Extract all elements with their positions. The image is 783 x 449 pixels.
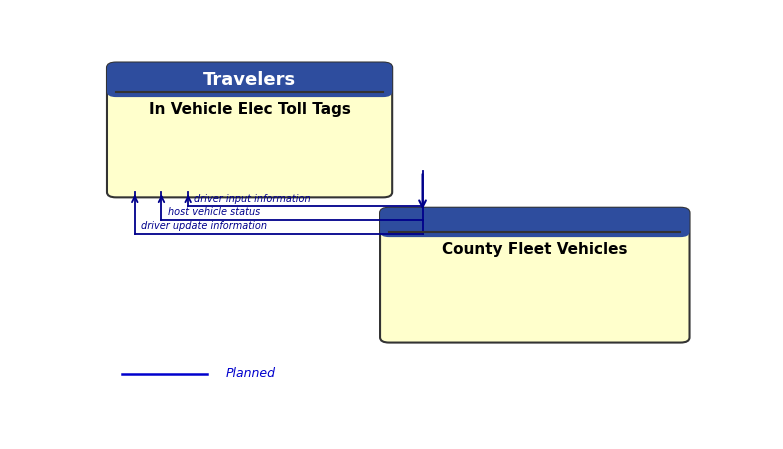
Text: Travelers: Travelers [203, 71, 296, 89]
Text: driver input information: driver input information [194, 194, 311, 203]
Text: Planned: Planned [226, 367, 276, 380]
Text: County Fleet Vehicles: County Fleet Vehicles [442, 242, 627, 257]
FancyBboxPatch shape [380, 208, 690, 343]
FancyBboxPatch shape [107, 62, 392, 97]
FancyBboxPatch shape [107, 62, 392, 198]
Bar [395, 222, 674, 232]
Text: In Vehicle Elec Toll Tags: In Vehicle Elec Toll Tags [149, 102, 351, 117]
Bar [122, 80, 377, 92]
FancyBboxPatch shape [380, 208, 690, 237]
Text: host vehicle status: host vehicle status [168, 207, 260, 217]
Text: driver update information: driver update information [141, 221, 267, 231]
